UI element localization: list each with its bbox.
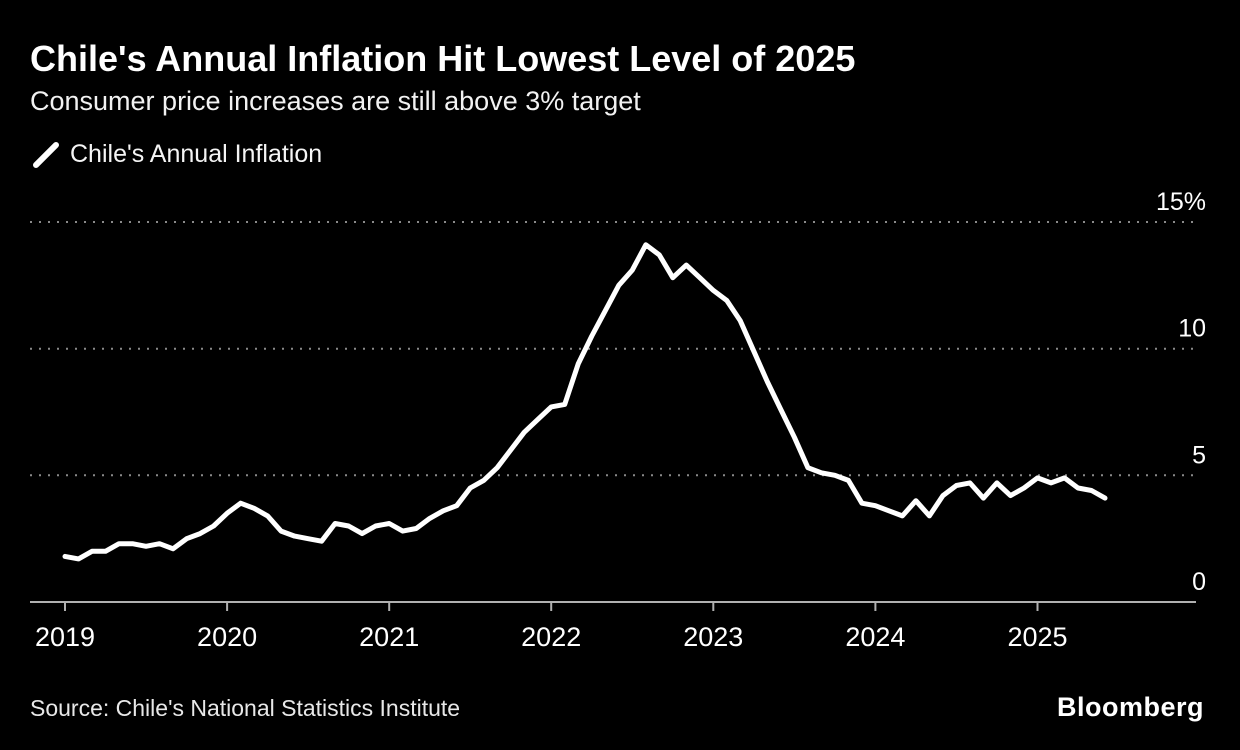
y-tick-label: 15% xyxy=(1156,188,1206,216)
y-tick-label: 5 xyxy=(1192,441,1206,469)
bloomberg-logo: Bloomberg xyxy=(1056,692,1204,722)
inflation-line xyxy=(62,242,1108,562)
y-tick-label: 0 xyxy=(1192,568,1206,596)
line-series-swatch-icon xyxy=(33,141,59,168)
chart-area: 0 5 10 15% 2019 2020 2021 2022 2023 2024 2025 xyxy=(0,180,1240,675)
source-note: Source: Chile's National Statistics Inst… xyxy=(30,695,461,721)
x-tick-label: 2020 xyxy=(197,622,257,652)
legend: Chile's Annual Inflation xyxy=(30,140,322,169)
x-tick-label: 2025 xyxy=(1007,622,1067,652)
x-tick-label: 2024 xyxy=(845,622,905,652)
x-tick-label: 2022 xyxy=(521,622,581,652)
y-tick-label: 10 xyxy=(1178,315,1206,343)
inflation-chart-svg: 0 5 10 15% 2019 2020 2021 2022 2023 2024 2025 xyxy=(30,188,1206,652)
chart-title: Chile's Annual Inflation Hit Lowest Leve… xyxy=(30,38,856,79)
footer: Source: Chile's National Statistics Inst… xyxy=(30,692,1204,723)
chart-subtitle: Consumer price increases are still above… xyxy=(30,86,641,116)
x-tick-label: 2021 xyxy=(359,622,419,652)
x-tick-label: 2023 xyxy=(683,622,743,652)
x-tick-label: 2019 xyxy=(35,622,95,652)
legend-label: Chile's Annual Inflation xyxy=(70,140,323,168)
